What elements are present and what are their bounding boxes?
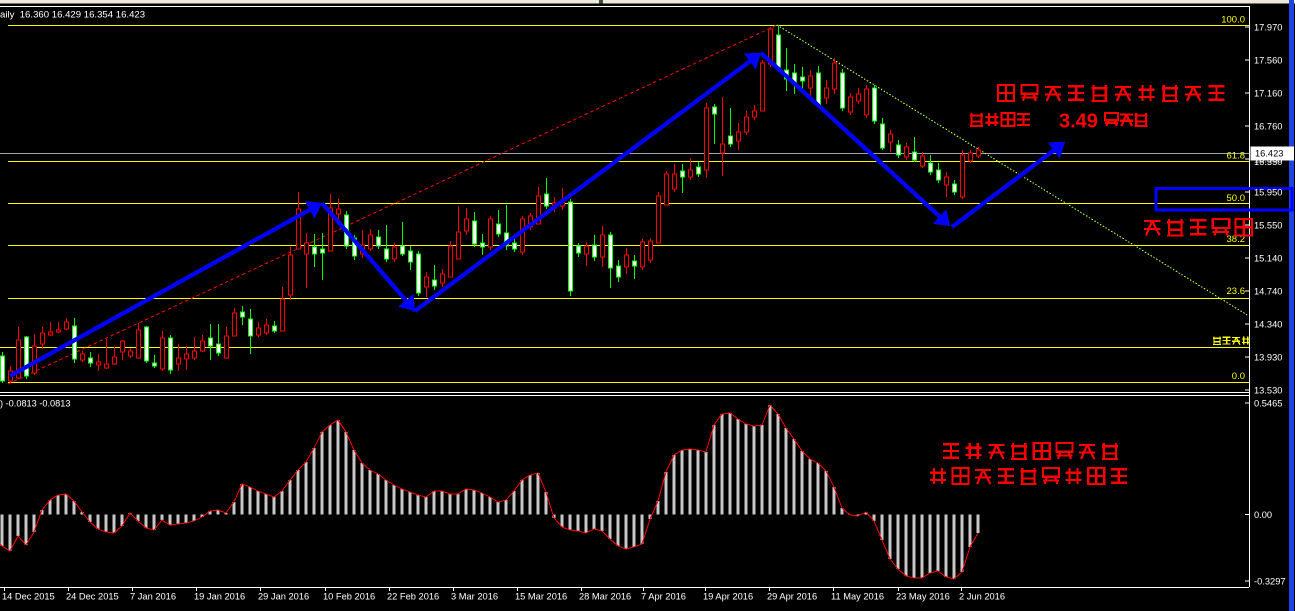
svg-text:-0.3297: -0.3297 — [1254, 576, 1286, 586]
svg-text:15.550: 15.550 — [1254, 220, 1282, 230]
svg-text:17.160: 17.160 — [1254, 88, 1282, 98]
svg-text:10 Feb 2016: 10 Feb 2016 — [323, 592, 375, 602]
svg-text:23.6: 23.6 — [1227, 286, 1246, 297]
svg-text:24 Dec 2015: 24 Dec 2015 — [66, 592, 119, 602]
svg-text:11 May 2016: 11 May 2016 — [831, 592, 884, 602]
svg-text:16.760: 16.760 — [1254, 121, 1282, 131]
svg-text:15 Mar 2016: 15 Mar 2016 — [515, 592, 567, 602]
svg-text:0.00: 0.00 — [1254, 510, 1272, 520]
svg-text:14.340: 14.340 — [1254, 319, 1282, 329]
svg-text:14.740: 14.740 — [1254, 286, 1282, 296]
svg-text:16.423: 16.423 — [1255, 149, 1283, 159]
svg-text:0.5465: 0.5465 — [1254, 398, 1282, 408]
svg-text:15.950: 15.950 — [1254, 187, 1282, 197]
svg-text:16.350: 16.350 — [1254, 157, 1282, 167]
svg-text:0.0: 0.0 — [1232, 371, 1245, 382]
svg-text:3.49: 3.49 — [1059, 111, 1098, 133]
svg-text:17.970: 17.970 — [1254, 22, 1282, 32]
svg-text:7 Jan 2016: 7 Jan 2016 — [130, 592, 176, 602]
svg-text:2 Jun 2016: 2 Jun 2016 — [959, 592, 1005, 602]
svg-text:13.930: 13.930 — [1254, 352, 1282, 362]
svg-text:23 May 2016: 23 May 2016 — [896, 592, 950, 602]
svg-text:aily 16.360 16.429 16.354 16.: aily 16.360 16.429 16.354 16.423 — [0, 10, 145, 21]
svg-text:38.2: 38.2 — [1227, 234, 1246, 245]
svg-text:29 Jan 2016: 29 Jan 2016 — [258, 592, 309, 602]
svg-text:19 Jan 2016: 19 Jan 2016 — [194, 592, 245, 602]
svg-text:3 Mar 2016: 3 Mar 2016 — [451, 592, 498, 602]
svg-text:29 Apr 2016: 29 Apr 2016 — [767, 592, 817, 602]
svg-text:13.530: 13.530 — [1254, 385, 1282, 395]
svg-text:61.8: 61.8 — [1227, 151, 1246, 162]
svg-text:50.0: 50.0 — [1227, 193, 1246, 204]
svg-text:17.560: 17.560 — [1254, 55, 1282, 65]
svg-text:22 Feb 2016: 22 Feb 2016 — [387, 592, 439, 602]
svg-text:14 Dec 2015: 14 Dec 2015 — [2, 592, 55, 602]
svg-text:) -0.0813 -0.0813: ) -0.0813 -0.0813 — [0, 399, 71, 409]
svg-text:19 Apr 2016: 19 Apr 2016 — [703, 592, 753, 602]
svg-text:7 Apr 2016: 7 Apr 2016 — [641, 592, 686, 602]
svg-text:28 Mar 2016: 28 Mar 2016 — [579, 592, 631, 602]
svg-text:15.140: 15.140 — [1254, 253, 1282, 263]
svg-text:100.0: 100.0 — [1221, 15, 1245, 26]
